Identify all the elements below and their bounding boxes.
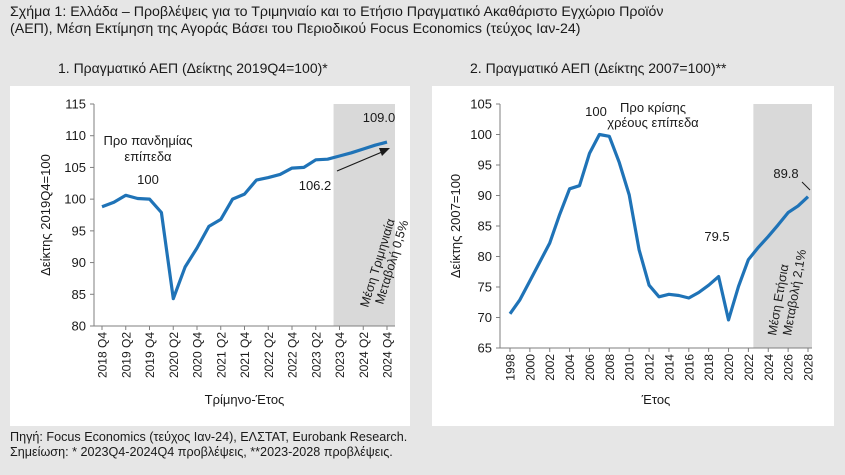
chart2-panel: 65 70 75 80 85 90 95 100 105 1998 2000 2002 2004 2006… [432, 86, 834, 426]
chart1-forecast-region [333, 104, 395, 326]
chart2-x-tick-label: 2026 [782, 354, 796, 381]
chart2-annotation-pre-crisis-2: χρέους επίπεδα [607, 115, 699, 130]
chart2-svg: 65 70 75 80 85 90 95 100 105 1998 2000 2002 2004 2006… [448, 97, 816, 408]
chart2-y-tick-label: 75 [478, 280, 492, 295]
chart1-arrow-head [379, 148, 390, 156]
chart1-x-tick-label: 2021 Q2 [214, 332, 228, 378]
chart1-x-tick-label: 2024 Q2 [357, 332, 371, 378]
chart1-title: 1. Πραγματικό ΑΕΠ (Δείκτης 2019Q4=100)* [58, 60, 328, 76]
chart1-x-tick-label: 2023 Q4 [333, 332, 347, 378]
chart2-label-79: 79.5 [704, 229, 729, 244]
chart2-x-tick-label: 2010 [623, 354, 637, 381]
chart1-x-tick-label: 2020 Q2 [167, 332, 181, 378]
chart1-y-tick-label: 85 [72, 287, 86, 302]
chart1-x-tick-label: 2022 Q2 [262, 332, 276, 378]
chart2-y-axis-label: Δείκτης 2007=100 [448, 174, 463, 278]
chart2-x-tick-label: 2018 [702, 354, 716, 381]
chart1-x-tick-label: 2018 Q4 [96, 332, 110, 378]
chart2-x-tick-label: 2020 [722, 354, 736, 381]
chart1-series-line [101, 140, 388, 301]
chart2-x-axis-label: Έτος [641, 392, 671, 407]
chart2-y-tick-label: 80 [478, 249, 492, 264]
chart1-label-109: 109.0 [363, 110, 396, 125]
chart1-x-tick-label: 2022 Q4 [286, 332, 300, 378]
chart2-x-tick-label: 2004 [563, 354, 577, 381]
chart1-x-tick-label: 2020 Q4 [191, 332, 205, 378]
chart1-y-tick-label: 100 [64, 192, 86, 207]
chart1-y-tick-label: 105 [64, 160, 86, 175]
chart2-x-tick-label: 2014 [662, 354, 676, 381]
chart2-label-89-leader [801, 181, 811, 191]
chart1-svg: 80 85 90 95 100 105 110 115 2018 Q4 2019 Q2 2019 Q… [38, 97, 411, 408]
chart1-y-tick-label: 90 [72, 255, 86, 270]
chart2-x-tick-label: 2022 [742, 354, 756, 381]
chart2-forecast-region [753, 104, 812, 348]
chart1-x-tick-label: 2019 Q2 [119, 332, 133, 378]
chart2-x-tick-label: 2002 [543, 354, 557, 381]
chart2-label-100: 100 [585, 104, 607, 119]
chart1-annotation-pre-pandemic-2: επίπεδα [124, 149, 172, 164]
chart1-label-106: 106.2 [299, 178, 332, 193]
chart1-y-tick-label: 115 [65, 97, 86, 112]
chart2-y-tick-label: 70 [478, 310, 492, 325]
chart2-y-tick-label: 90 [478, 188, 492, 203]
chart2-x-tick-label: 2012 [643, 354, 657, 381]
chart2-y-tick-label: 100 [470, 127, 492, 142]
footer: Πηγή: Focus Economics (τεύχος Ιαν-24), Ε… [10, 430, 407, 460]
chart1-annotation-pre-pandemic-1: Προ πανδημίας [103, 133, 192, 148]
chart2-x-tick-label: 2000 [523, 354, 537, 381]
figure-title: Σχήμα 1: Ελλάδα – Προβλέψεις για το Τριμ… [10, 4, 840, 38]
figure-title-line2: (ΑΕΠ), Μέση Εκτίμηση της Αγοράς Βάσει το… [10, 21, 581, 37]
chart2-label-89: 89.8 [773, 166, 798, 181]
chart2-x-tick-label: 2028 [802, 354, 816, 381]
chart1-y-tick-label: 80 [72, 319, 86, 334]
figure-title-line1: Σχήμα 1: Ελλάδα – Προβλέψεις για το Τριμ… [10, 4, 664, 20]
footer-source: Πηγή: Focus Economics (τεύχος Ιαν-24), Ε… [10, 430, 408, 444]
chart1-arrow-line [336, 151, 383, 172]
chart1-label-100: 100 [137, 172, 159, 187]
chart2-x-tick-label: 2024 [762, 354, 776, 381]
chart1-y-tick-label: 110 [65, 128, 86, 143]
chart2-series-line [508, 132, 810, 322]
chart2-y-tick-label: 85 [478, 219, 492, 234]
chart1-x-tick-label: 2021 Q4 [238, 332, 252, 378]
chart2-x-tick-label: 2006 [583, 354, 597, 381]
chart2-x-tick-label: 2008 [603, 354, 617, 381]
chart1-panel: 80 85 90 95 100 105 110 115 2018 Q4 2019 Q2 2019 Q… [10, 86, 411, 426]
chart2-y-tick-label: 65 [478, 341, 492, 356]
footer-note: Σημείωση: * 2023Q4-2024Q4 προβλέψεις, **… [10, 445, 393, 459]
chart1-x-tick-label: 2019 Q4 [143, 332, 157, 378]
chart2-title: 2. Πραγματικό ΑΕΠ (Δείκτης 2007=100)** [470, 60, 727, 76]
chart1-x-axis-label: Τρίμηνο-Έτος [205, 392, 285, 407]
chart2-x-tick-label: 2016 [682, 354, 696, 381]
chart1-x-tick-label: 2024 Q4 [381, 332, 395, 378]
chart2-x-tick-label: 1998 [504, 354, 518, 381]
chart2-annotation-pre-crisis-1: Προ κρίσης [620, 100, 686, 115]
chart1-y-tick-label: 95 [72, 223, 86, 238]
chart2-y-tick-label: 105 [470, 97, 492, 112]
chart1-y-axis-label: Δείκτης 2019Q4=100 [38, 154, 53, 276]
chart2-y-tick-label: 95 [478, 158, 492, 173]
chart1-x-tick-label: 2023 Q2 [309, 332, 323, 378]
